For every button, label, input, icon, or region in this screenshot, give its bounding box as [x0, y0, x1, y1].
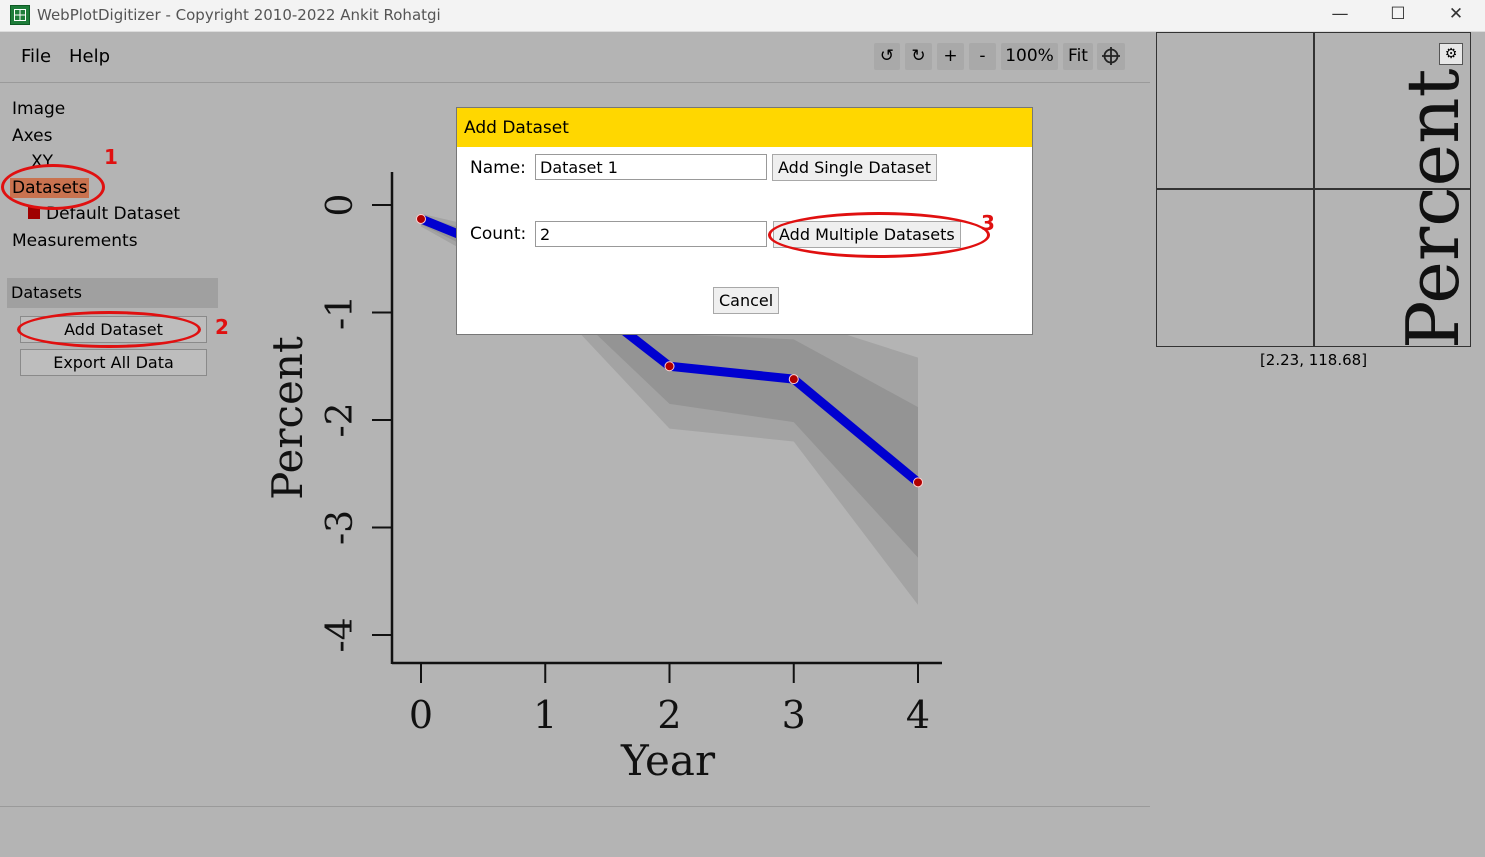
tree-measurements[interactable]: Measurements [12, 231, 138, 251]
name-label: Name: [470, 158, 526, 178]
x-tick-label: 2 [657, 693, 681, 737]
y-tick-label: -1 [320, 295, 361, 330]
confidence-band-2 [421, 215, 918, 558]
zoom-settings-button[interactable]: ⚙ [1439, 43, 1463, 65]
zoom-level-button[interactable]: 100% [1001, 43, 1058, 70]
data-point [788, 374, 799, 385]
zoom-in-button[interactable]: + [937, 43, 964, 70]
rotate-cw-button[interactable]: ↻ [905, 43, 932, 70]
tree-axes[interactable]: Axes [12, 126, 53, 146]
datasets-panel-title: Datasets [7, 278, 218, 308]
cancel-button[interactable]: Cancel [713, 287, 780, 314]
x-tick-label: 3 [782, 693, 806, 737]
minimize-button[interactable]: — [1331, 4, 1349, 24]
dataset-name-input[interactable] [535, 154, 767, 180]
menubar: File Help [0, 32, 1150, 83]
data-point [913, 477, 923, 488]
annotation-number-2: 2 [215, 315, 229, 339]
annotation-number-3: 3 [981, 211, 995, 235]
dataset-count-input[interactable] [535, 221, 767, 247]
rotate-ccw-button[interactable]: ↺ [874, 43, 900, 70]
cursor-coordinates: [2.23, 118.68] [1259, 351, 1368, 369]
rotate-cw-icon: ↻ [911, 46, 926, 66]
tree-default-dataset[interactable]: Default Dataset [28, 204, 180, 224]
annotation-number-1: 1 [104, 145, 118, 169]
zoom-preview-text: Percent [1391, 68, 1471, 347]
data-point [416, 213, 426, 224]
y-tick-label: -2 [320, 402, 361, 437]
annotation-circle-datasets [1, 164, 105, 210]
annotation-circle-add-dataset [17, 311, 201, 348]
window-titlebar: WebPlotDigitizer - Copyright 2010-2022 A… [0, 0, 1485, 32]
rotate-ccw-icon: ↺ [879, 46, 895, 66]
tree-default-dataset-label: Default Dataset [46, 204, 181, 224]
menu-help[interactable]: Help [69, 46, 111, 67]
close-button[interactable]: ✕ [1448, 4, 1464, 24]
fit-button[interactable]: Fit [1063, 43, 1093, 70]
crosshair-button[interactable] [1097, 43, 1125, 70]
y-tick-label: 0 [320, 194, 361, 217]
status-divider [0, 806, 1150, 807]
x-tick-label: 0 [409, 693, 433, 737]
add-single-dataset-button[interactable]: Add Single Dataset [772, 154, 937, 181]
app-logo-icon [10, 5, 30, 25]
zoom-preview: Percent ⚙ [1156, 32, 1471, 347]
dialog-title: Add Dataset [457, 108, 1032, 147]
annotation-circle-add-multiple [768, 212, 990, 258]
x-tick-label: 1 [533, 693, 557, 737]
y-axis-label: Percent [263, 336, 312, 500]
gear-icon: ⚙ [1444, 46, 1458, 62]
x-axis-label: Year [620, 736, 716, 785]
count-label: Count: [470, 224, 527, 244]
confidence-band-1 [421, 213, 918, 605]
crosshair-icon [1102, 47, 1120, 65]
y-tick-label: -3 [320, 510, 361, 545]
maximize-button[interactable]: ☐ [1390, 4, 1406, 24]
dataset-color-swatch [28, 207, 40, 219]
y-tick-label: -4 [320, 617, 361, 652]
window-title: WebPlotDigitizer - Copyright 2010-2022 A… [37, 6, 441, 24]
x-tick-label: 4 [906, 693, 930, 737]
data-point [664, 361, 675, 372]
export-all-data-button[interactable]: Export All Data [20, 349, 207, 376]
menu-file[interactable]: File [21, 46, 52, 67]
zoom-crosshair-horizontal [1157, 188, 1470, 190]
tree-image[interactable]: Image [12, 99, 66, 119]
zoom-crosshair-vertical [1313, 33, 1315, 346]
zoom-out-button[interactable]: - [969, 43, 996, 70]
